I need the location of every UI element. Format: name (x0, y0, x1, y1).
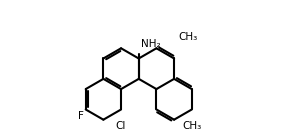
Text: NH₂: NH₂ (141, 38, 161, 49)
Text: F: F (78, 111, 84, 121)
Text: CH₃: CH₃ (179, 32, 198, 42)
Text: Cl: Cl (116, 121, 126, 132)
Text: CH₃: CH₃ (182, 121, 201, 132)
